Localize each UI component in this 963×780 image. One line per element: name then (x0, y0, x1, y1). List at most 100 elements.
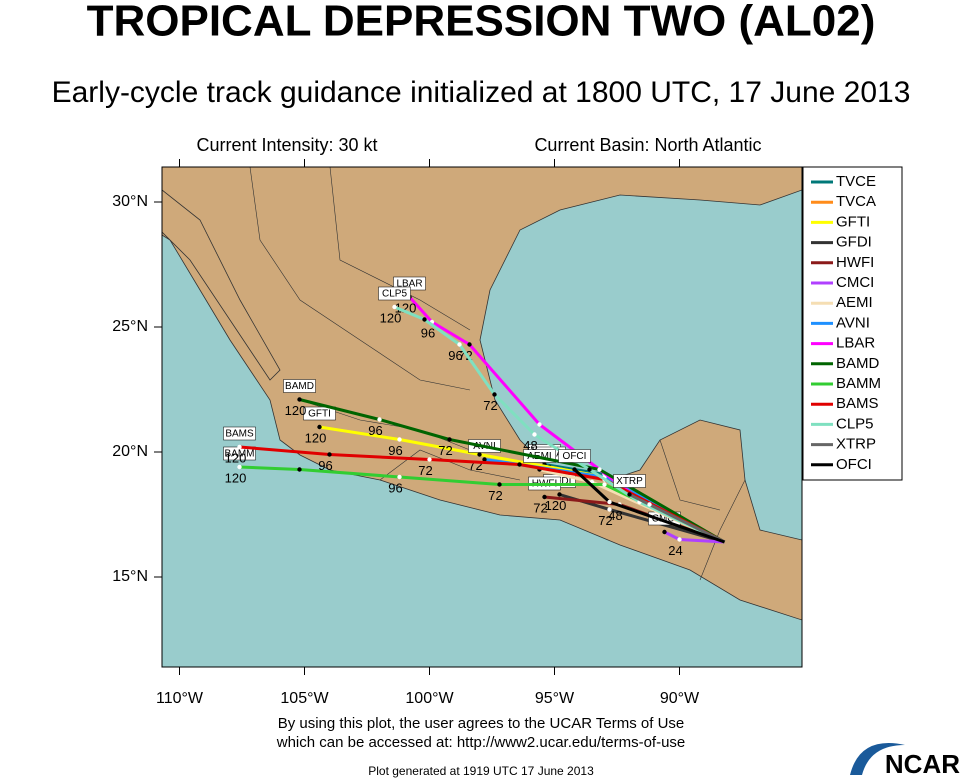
track-point (237, 444, 242, 450)
track-point (237, 464, 242, 470)
track-point (477, 452, 482, 457)
track-point (537, 422, 542, 427)
hour-label: 120 (225, 470, 247, 485)
legend-label: TVCE (836, 173, 876, 190)
hour-label: 72 (598, 513, 612, 528)
track-point (607, 507, 612, 512)
tracks: TVCETVCA7296120GFTI72120GFDI4872HWFI24CM… (223, 276, 726, 558)
legend-label: LBAR (836, 335, 875, 352)
legend-label: TVCA (836, 193, 876, 210)
track-tag: OFCI (563, 451, 587, 462)
title: TROPICAL DEPRESSION TWO (AL02) (87, 0, 876, 46)
track-point (557, 492, 562, 497)
hour-label: 96 (448, 348, 462, 363)
track-point (597, 467, 602, 472)
x-tick-label: 90°W (660, 690, 700, 707)
track-line (239, 445, 726, 544)
track-point (297, 467, 302, 472)
legend-label: BAMD (836, 355, 880, 372)
track-tag: LBAR (396, 279, 422, 290)
x-tick-label: 95°W (535, 690, 575, 707)
track-tag: BAMM (225, 449, 255, 460)
hour-label: 96 (421, 325, 435, 340)
track-point (467, 342, 472, 347)
legend: TVCE TVCA GFTI GFDI HWFI CMCI AEMI AVNI LBAR BAMD… (802, 166, 903, 481)
track-point (542, 494, 547, 500)
track-point (627, 492, 632, 497)
track-tag: GFTI (308, 409, 331, 420)
track-point (447, 437, 452, 442)
track-point (397, 474, 402, 480)
logo-swoosh (850, 743, 905, 775)
basin: Current Basin: North Atlantic (534, 135, 761, 155)
hour-label: 72 (483, 398, 497, 413)
x-tick-label: 110°W (156, 690, 204, 707)
y-tick-label: 30°N (112, 193, 148, 210)
track-point (517, 462, 522, 467)
track-line (239, 465, 726, 544)
hour-label: 48 (608, 508, 622, 523)
track-point (427, 457, 432, 462)
hour-label: 72 (533, 500, 547, 515)
track-point (602, 482, 607, 487)
track-tag: BAMD (285, 381, 314, 392)
x-tick-label: 105°W (280, 690, 329, 707)
legend-label: AVNI (836, 314, 870, 331)
legend-label: XTRP (836, 436, 876, 453)
baja (162, 189, 281, 381)
hour-label: 48 (523, 438, 537, 453)
track-point (607, 499, 612, 505)
legend-label: AEMI (836, 294, 873, 311)
track-tag-box (283, 379, 316, 393)
hour-label: 72 (438, 443, 452, 458)
track-point (482, 457, 487, 462)
track-tag-box (558, 449, 591, 463)
hour-label: 96 (388, 480, 402, 495)
legend-label: CMCI (836, 274, 874, 291)
y-tick-label: 20°N (112, 443, 148, 460)
track-point (497, 482, 502, 487)
legend-label: GFDI (836, 234, 872, 251)
hour-label: 96 (318, 458, 332, 473)
legend-label: GFTI (836, 213, 870, 230)
track-tag: XTRP (616, 476, 643, 487)
hour-label: 72 (468, 458, 482, 473)
track-tag: CMCI (652, 514, 678, 525)
track-point (392, 304, 397, 310)
subtitle: Early-cycle track guidance initialized a… (52, 76, 911, 109)
track-tag-box (613, 474, 646, 488)
track-point (297, 397, 302, 402)
y-tick-label: 15°N (112, 568, 148, 585)
hour-label: 72 (418, 463, 432, 478)
x-tick-label: 100°W (405, 690, 454, 707)
track-point (572, 467, 577, 472)
hour-label: 24 (668, 543, 682, 558)
hour-label: 120 (305, 430, 327, 445)
hour-label: 96 (368, 423, 382, 438)
hour-label: 96 (388, 443, 402, 458)
plot-frame (161, 166, 803, 668)
track-tag-box (378, 286, 411, 301)
track-point (662, 529, 667, 535)
intensity: Current Intensity: 30 kt (196, 135, 377, 155)
logo: NCAR (885, 749, 960, 779)
legend-label: CLP5 (836, 415, 874, 432)
terms-line: which can be accessed at: http://www2.uc… (276, 734, 686, 751)
map-area (162, 167, 802, 667)
legend-label: BAMM (836, 375, 881, 392)
legend-label: BAMS (836, 395, 879, 412)
track-tag: CLP5 (382, 289, 407, 300)
hour-label: 120 (395, 300, 417, 315)
track-point (317, 424, 322, 430)
terms-line: By using this plot, the user agrees to t… (278, 715, 685, 732)
track-point (587, 467, 592, 472)
y-tick-label: 25°N (112, 318, 148, 335)
track-tag: BAMS (225, 429, 254, 440)
track-point (397, 437, 402, 442)
track-point (457, 342, 462, 347)
track-point (677, 537, 682, 542)
legend-label: OFCI (836, 456, 872, 473)
hour-label: 72 (488, 488, 502, 503)
